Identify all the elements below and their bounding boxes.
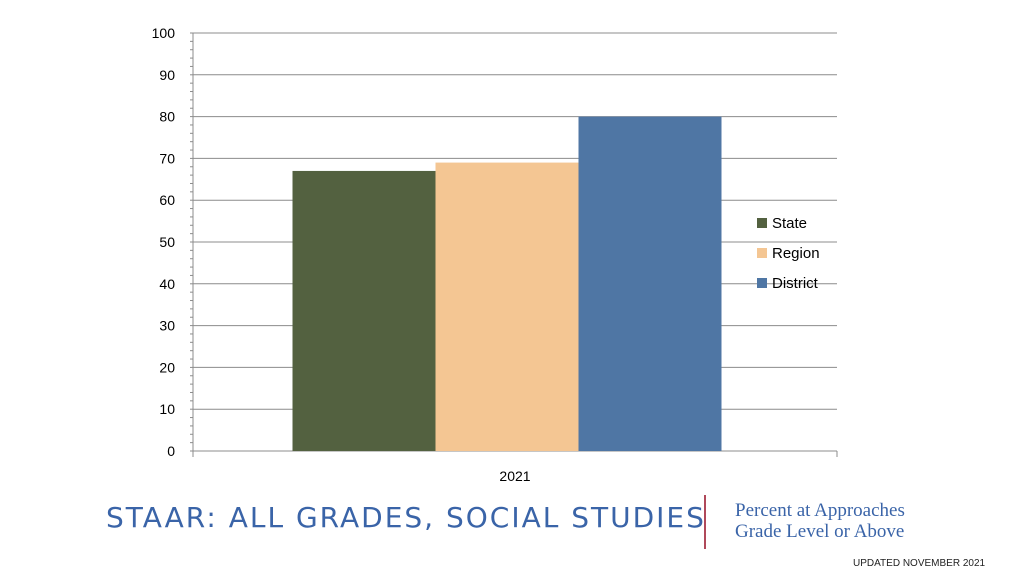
bar-district: [578, 116, 722, 451]
legend-swatch-state: [757, 218, 767, 228]
legend-label-region: Region: [772, 245, 820, 262]
legend-swatch-district: [757, 278, 767, 288]
title-divider: [704, 495, 706, 549]
y-tick-label: 100: [152, 25, 176, 41]
subtitle-line-1: Percent at Approaches: [735, 500, 905, 521]
slide-subtitle: Percent at Approaches Grade Level or Abo…: [735, 500, 905, 542]
subtitle-line-2: Grade Level or Above: [735, 521, 905, 542]
bar-chart: 0 10 20 30 40 50 60 70 80 90 100 2021 State Region Dis…: [152, 25, 838, 484]
legend-swatch-region: [757, 248, 767, 258]
y-tick-label: 90: [159, 67, 175, 83]
y-tick-label: 10: [159, 401, 175, 417]
y-tick-label: 20: [159, 359, 175, 375]
bar-state: [292, 170, 436, 451]
updated-note: UPDATED NOVEMBER 2021: [853, 558, 986, 569]
x-tick-label: 2021: [499, 468, 530, 484]
y-tick-label: 0: [167, 443, 175, 459]
y-tick-label: 80: [159, 109, 175, 125]
legend-label-district: District: [772, 275, 819, 292]
bar-region: [435, 162, 579, 451]
legend-label-state: State: [772, 215, 807, 232]
y-tick-label: 40: [159, 276, 175, 292]
y-tick-label: 50: [159, 234, 175, 250]
slide-title: STAAR: ALL GRADES, SOCIAL STUDIES: [106, 501, 706, 534]
y-tick-label: 70: [159, 150, 175, 166]
y-tick-label: 60: [159, 192, 175, 208]
y-tick-label: 30: [159, 318, 175, 334]
